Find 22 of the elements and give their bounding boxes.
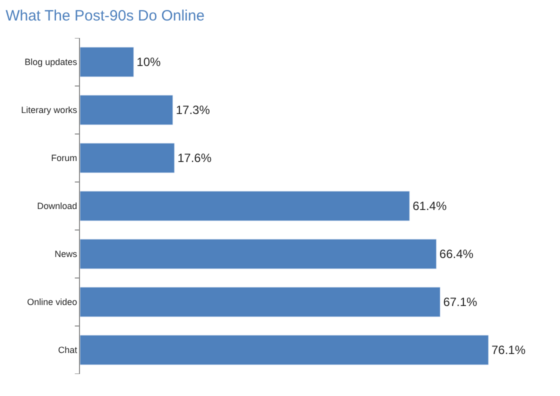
bar <box>80 94 174 126</box>
y-tick-label: Chat <box>58 345 78 356</box>
data-label: 66.4% <box>439 247 474 261</box>
bar <box>80 286 440 318</box>
data-label: 76.1% <box>492 343 526 357</box>
data-label: 67.1% <box>443 295 478 309</box>
data-label: 17.3% <box>176 103 210 117</box>
bar <box>80 190 410 222</box>
bar <box>80 46 134 78</box>
y-tick-label: Literary works <box>21 105 78 116</box>
chart-title: What The Post-90s Do Online <box>6 7 205 24</box>
y-tick-label: Online video <box>27 297 78 308</box>
y-tick-label: News <box>54 249 78 260</box>
data-label: 61.4% <box>412 199 447 213</box>
y-tick-label: Download <box>37 201 78 212</box>
bar <box>80 334 489 366</box>
data-label: 17.6% <box>177 151 212 165</box>
data-label: 10% <box>136 55 162 69</box>
y-tick-label: Forum <box>51 153 78 164</box>
y-tick-label: Blog updates <box>24 57 78 68</box>
bar <box>80 238 437 270</box>
bar <box>80 142 175 174</box>
